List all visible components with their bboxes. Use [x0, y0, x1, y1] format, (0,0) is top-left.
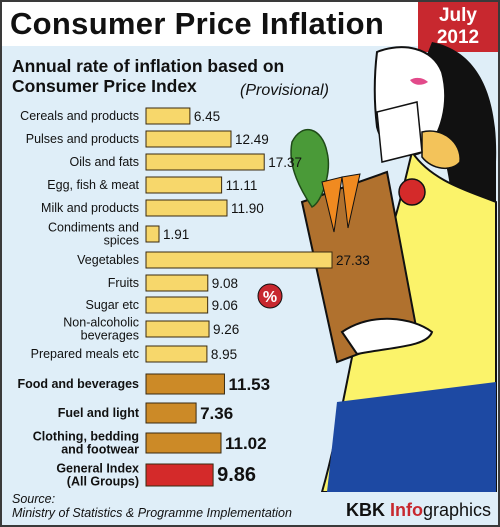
chart-bar [145, 296, 209, 314]
value-label: 6.45 [194, 109, 220, 124]
arm-shape [340, 317, 434, 356]
date-month: July [438, 5, 478, 26]
chart-bar [145, 107, 191, 125]
skirt-shape [327, 382, 496, 492]
date-badge: July 2012 [418, 2, 498, 52]
chart-row: Oils and fats 17.37 [70, 153, 302, 171]
category-label: Vegetables [77, 253, 139, 267]
value-label: 9.08 [212, 276, 238, 291]
chart-bar [145, 320, 210, 338]
chart-row: Cereals and products 6.45 [20, 107, 220, 125]
chart-row: Fruits 9.08 [108, 274, 238, 292]
bread-shape [421, 130, 461, 169]
chart-row: Sugar etc 9.06 [85, 296, 238, 314]
value-label: 9.06 [212, 298, 238, 313]
carrot-shape-2 [341, 173, 361, 229]
carrot-shape [321, 176, 343, 233]
shopper-illustration [290, 42, 497, 492]
value-label: 9.26 [213, 322, 239, 337]
date-year: 2012 [436, 27, 480, 48]
category-label: beverages [81, 329, 139, 343]
chart-row: General Index(All Groups) 9.86 [56, 462, 256, 489]
chart-bar [145, 176, 223, 194]
brand-logo: KBK Infographics [346, 500, 491, 521]
value-label: 8.95 [211, 347, 237, 362]
category-label: Fruits [108, 276, 139, 290]
category-label: Milk and products [41, 201, 139, 215]
category-label: Pulses and products [26, 132, 139, 146]
value-label: 17.37 [268, 155, 302, 170]
tomato-shape [398, 178, 426, 206]
title-bar: Consumer Price Inflation [2, 2, 498, 46]
category-label: and footwear [61, 443, 139, 457]
chart-bar [145, 153, 265, 171]
chart-bar [145, 402, 197, 424]
category-label: Condiments and [48, 221, 139, 235]
value-label: 7.36 [200, 404, 233, 423]
category-label: Sugar etc [85, 298, 139, 312]
percent-badge: % [257, 283, 283, 309]
category-label: Egg, fish & meat [47, 178, 139, 192]
category-label: (All Groups) [67, 475, 139, 489]
chart-bar [145, 373, 225, 395]
category-label: Prepared meals etc [31, 347, 139, 361]
chart-row: Prepared meals etc 8.95 [31, 345, 237, 363]
category-label: Cereals and products [20, 109, 139, 123]
category-label: General Index [56, 462, 139, 476]
source-note: Source: Ministry of Statistics & Program… [12, 492, 292, 520]
category-label: Oils and fats [70, 155, 139, 169]
category-label: Food and beverages [17, 377, 139, 391]
chart-bar [145, 463, 214, 487]
percent-icon [257, 283, 283, 309]
chart-bar [145, 199, 228, 217]
page-title: Consumer Price Inflation [10, 6, 385, 41]
value-label: 11.02 [225, 434, 267, 453]
category-label: Fuel and light [58, 406, 140, 420]
chart-bar [145, 274, 209, 292]
brand-part-3: graphics [423, 500, 492, 520]
chart-row: Egg, fish & meat 11.11 [47, 176, 258, 194]
paper-bag-shape [376, 101, 423, 163]
chart-row: Pulses and products 12.49 [26, 130, 269, 148]
chart-row: Vegetables 27.33 [77, 251, 370, 269]
value-label: 11.11 [226, 178, 258, 193]
source-text: Ministry of Statistics & Programme Imple… [12, 506, 292, 520]
chart-row: Food and beverages 11.53 [17, 373, 270, 395]
value-label: 12.49 [235, 132, 269, 147]
value-label: 27.33 [336, 253, 370, 268]
value-label: 11.53 [228, 375, 270, 394]
chart-bar [145, 345, 208, 363]
chart-row: Milk and products 11.90 [41, 199, 264, 217]
percent-label: % [263, 289, 277, 306]
value-label: 1.91 [163, 227, 189, 242]
brand-part-2: Info [390, 500, 423, 520]
chart-subtitle: Annual rate of inflation based on Consum… [12, 56, 284, 96]
category-label: Non-alcoholic [63, 316, 139, 330]
value-label: 9.86 [217, 464, 256, 486]
category-label: Clothing, bedding [33, 430, 139, 444]
chart-row: Fuel and light 7.36 [58, 402, 233, 424]
category-label: spices [104, 234, 139, 248]
chart-bar [145, 251, 333, 269]
subtitle-line-1: Annual rate of inflation based on [12, 56, 285, 76]
chart-bar [145, 432, 222, 454]
value-label: 11.90 [231, 201, 264, 216]
subtitle-line-2: Consumer Price Index [12, 76, 197, 96]
chart-bar [145, 225, 160, 243]
subtitle-note: (Provisional) [240, 82, 329, 99]
lips-shape [410, 77, 428, 85]
chart-bar [145, 130, 232, 148]
source-label: Source: [12, 492, 56, 506]
brand-part-1: KBK [346, 500, 390, 520]
